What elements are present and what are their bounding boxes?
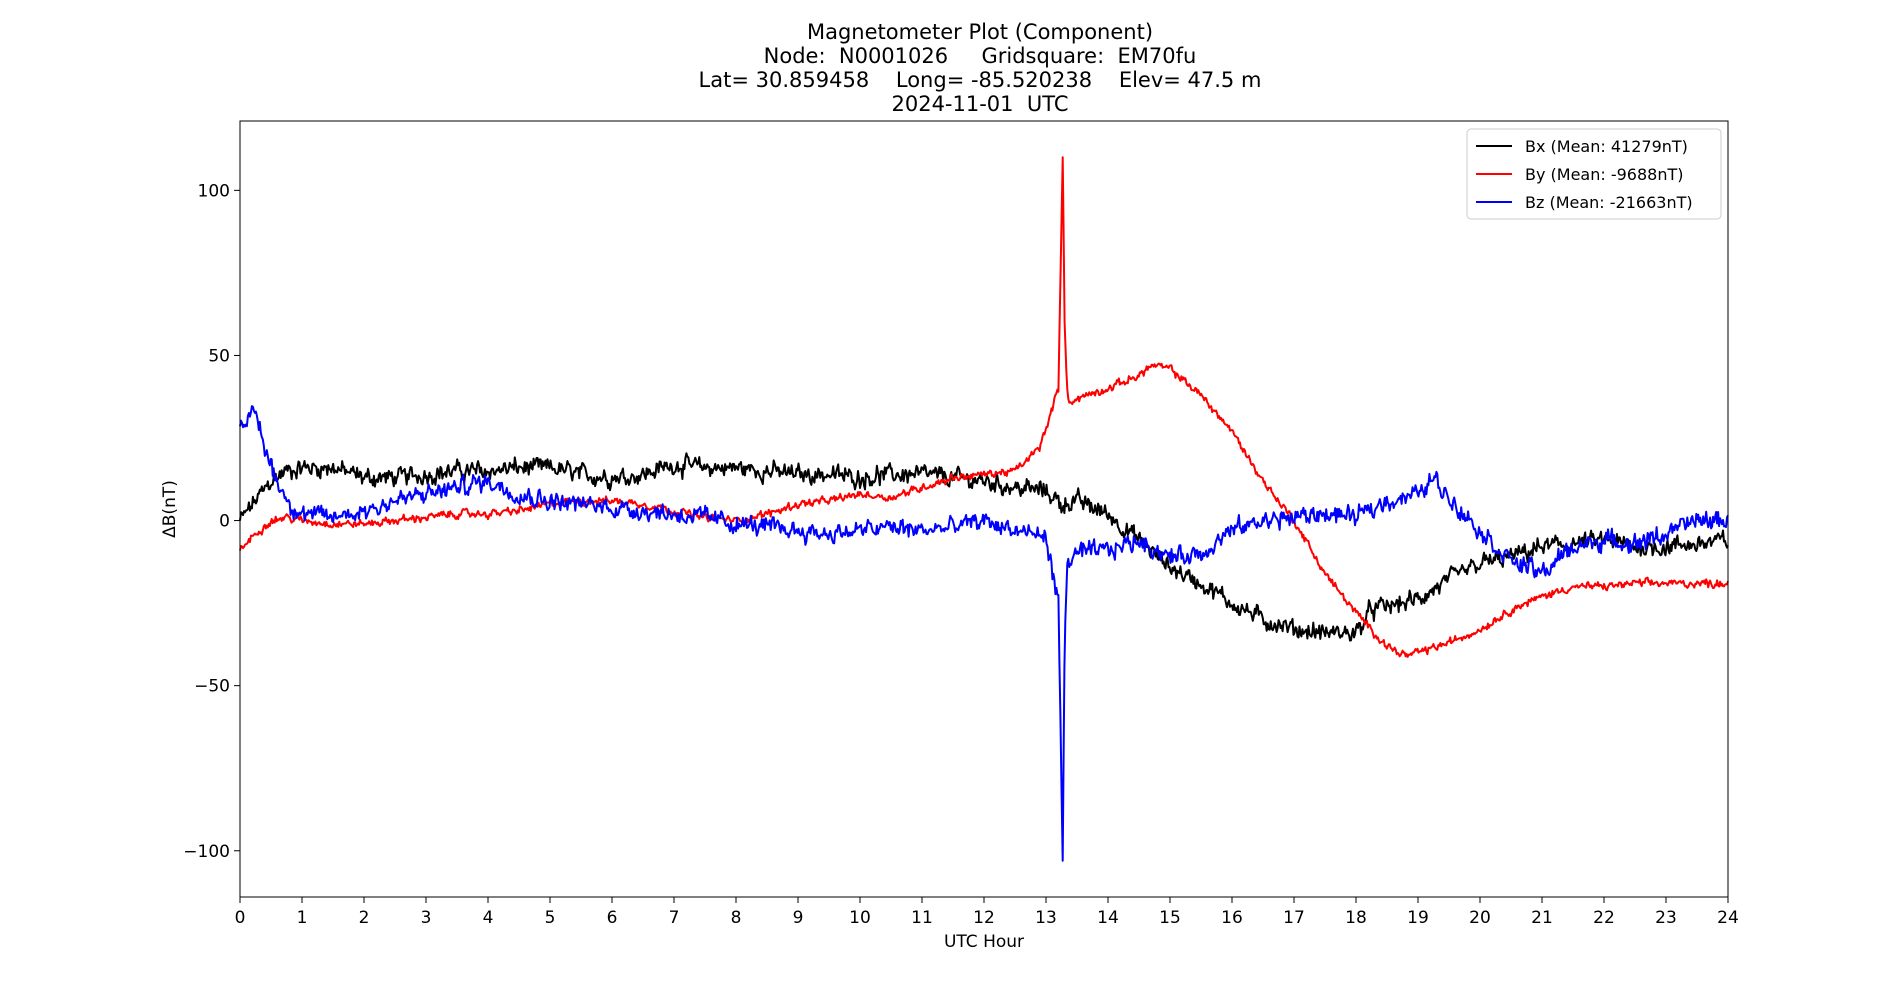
x-tick-label: 5 — [545, 908, 556, 928]
y-tick-label: −50 — [194, 677, 230, 697]
x-tick-label: 22 — [1593, 908, 1615, 928]
x-tick-label: 10 — [849, 908, 871, 928]
x-tick-label: 9 — [793, 908, 804, 928]
x-tick-label: 2 — [359, 908, 370, 928]
x-tick-label: 7 — [669, 908, 680, 928]
title-line-3: Lat= 30.859458 Long= -85.520238 Elev= 47… — [698, 68, 1262, 92]
x-tick-label: 14 — [1097, 908, 1119, 928]
x-tick-label: 13 — [1035, 908, 1057, 928]
x-tick-label: 16 — [1221, 908, 1243, 928]
x-tick-label: 6 — [607, 908, 618, 928]
x-tick-label: 17 — [1283, 908, 1305, 928]
x-tick-label: 11 — [911, 908, 933, 928]
y-tick-label: 100 — [198, 181, 230, 201]
legend-entry: Bx (Mean: 41279nT) — [1525, 137, 1688, 156]
y-axis: 100 50 0 −50 −100 — [183, 181, 240, 862]
title-line-4: 2024-11-01 UTC — [891, 92, 1069, 116]
legend-box — [1466, 128, 1722, 220]
y-axis-label: ΔB(nT) — [160, 480, 180, 538]
series-line-2 — [239, 156, 1729, 658]
x-tick-label: 1 — [297, 908, 308, 928]
x-tick-label: 4 — [483, 908, 494, 928]
x-tick-label: 23 — [1655, 908, 1677, 928]
x-axis: 0 1 2 3 4 5 6 7 8 9 10 11 12 13 14 15 16 17 18 19 20 21 22 23 24 — [235, 897, 1739, 928]
title-line-2: Node: N0001026 Gridsquare: EM70fu — [763, 44, 1197, 68]
x-tick-label: 15 — [1159, 908, 1181, 928]
x-tick-label: 0 — [235, 908, 246, 928]
y-tick-label: 0 — [219, 512, 230, 532]
legend: Bx (Mean: 41279nT) By (Mean: -9688nT) Bz (… — [1466, 128, 1722, 220]
x-tick-label: 18 — [1345, 908, 1367, 928]
x-tick-label: 12 — [973, 908, 995, 928]
series-line-1 — [239, 452, 1729, 642]
x-tick-label: 3 — [421, 908, 432, 928]
series-layer — [239, 156, 1729, 862]
x-tick-label: 8 — [731, 908, 742, 928]
x-tick-label: 19 — [1407, 908, 1429, 928]
y-tick-label: 50 — [208, 346, 230, 366]
legend-entry: Bz (Mean: -21663nT) — [1525, 193, 1693, 212]
x-axis-label: UTC Hour — [944, 932, 1024, 952]
chart-title: Magnetometer Plot (Component) Node: N000… — [0, 20, 1900, 116]
x-tick-label: 24 — [1717, 908, 1739, 928]
x-tick-label: 21 — [1531, 908, 1553, 928]
x-tick-label: 20 — [1469, 908, 1491, 928]
title-line-1: Magnetometer Plot (Component) — [806, 20, 1154, 44]
legend-entry: By (Mean: -9688nT) — [1525, 165, 1684, 184]
y-tick-label: −100 — [183, 842, 230, 862]
series-line-3 — [239, 405, 1729, 862]
